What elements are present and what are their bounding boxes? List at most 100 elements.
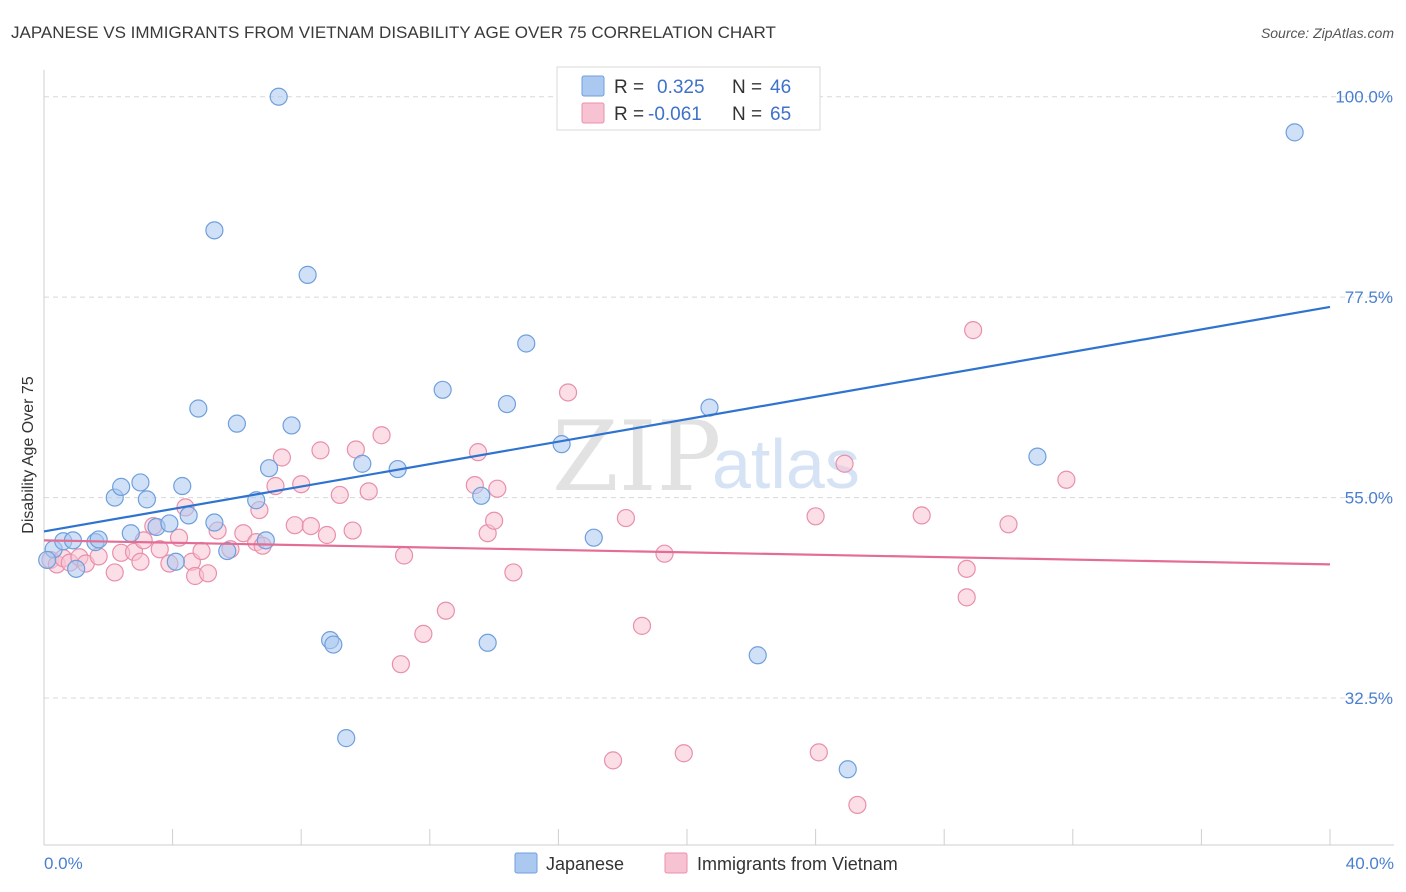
legend-n-label-japanese: N = <box>732 77 762 98</box>
point-japanese-29 <box>353 454 372 473</box>
point-vietnam-60 <box>964 321 983 340</box>
point-vietnam-30 <box>292 475 311 494</box>
point-vietnam-59 <box>912 506 931 525</box>
trend-line-vietnam <box>43 539 1331 566</box>
legend-n-value-japanese: 46 <box>770 77 791 98</box>
point-japanese-34 <box>497 394 517 414</box>
point-vietnam-55 <box>806 507 825 526</box>
legend-swatch-japanese <box>581 75 605 97</box>
point-vietnam-62 <box>957 588 976 607</box>
point-japanese-35 <box>517 334 536 353</box>
point-vietnam-31 <box>301 516 320 536</box>
bottom-legend-swatch-japanese <box>514 852 538 874</box>
point-japanese-28 <box>337 729 356 748</box>
point-vietnam-48 <box>504 563 523 582</box>
bottom-legend-swatch-vietnam <box>664 852 688 874</box>
point-japanese-33 <box>478 633 497 652</box>
point-japanese-21 <box>256 531 275 550</box>
watermark: ZIP atlas <box>552 401 860 513</box>
watermark-zip: ZIP <box>552 401 721 513</box>
axes <box>43 70 1394 846</box>
point-japanese-22 <box>259 459 279 478</box>
point-japanese-18 <box>218 541 237 561</box>
legend-r-value-japanese: 0.325 <box>657 77 705 98</box>
y-tick-label-2: 77.5% <box>1345 288 1393 307</box>
point-japanese-12 <box>166 552 185 571</box>
point-vietnam-37 <box>359 482 378 501</box>
chart-title: JAPANESE VS IMMIGRANTS FROM VIETNAM DISA… <box>11 23 776 42</box>
x-tick-label-min: 0.0% <box>44 854 83 873</box>
trend-line-japanese <box>43 305 1331 533</box>
point-vietnam-49 <box>558 383 578 402</box>
point-japanese-36 <box>552 435 571 454</box>
point-vietnam-58 <box>848 795 867 815</box>
y-tick-label-3: 100.0% <box>1335 88 1393 107</box>
point-vietnam-32 <box>311 441 330 460</box>
bottom-legend-label-vietnam: Immigrants from Vietnam <box>697 854 898 874</box>
y-tick-label-1: 55.0% <box>1345 489 1393 508</box>
point-vietnam-51 <box>616 508 636 528</box>
point-japanese-19 <box>227 414 246 433</box>
point-japanese-25 <box>298 265 317 284</box>
point-vietnam-63 <box>999 515 1018 534</box>
bottom-legend: Japanese Immigrants from Vietnam <box>514 852 898 874</box>
point-vietnam-7 <box>105 563 124 582</box>
point-japanese-24 <box>282 416 301 435</box>
legend-n-value-vietnam: 65 <box>770 104 791 125</box>
legend-r-label-japanese: R = <box>614 77 644 98</box>
series-japanese-points <box>38 87 1304 779</box>
point-vietnam-46 <box>485 511 504 530</box>
point-japanese-27 <box>324 635 343 654</box>
point-vietnam-50 <box>603 751 623 770</box>
bottom-legend-label-japanese: Japanese <box>546 854 624 874</box>
point-japanese-44 <box>67 559 86 578</box>
point-vietnam-54 <box>674 744 693 763</box>
point-japanese-31 <box>433 380 452 399</box>
watermark-atlas: atlas <box>712 425 860 503</box>
point-vietnam-13 <box>150 540 169 559</box>
point-japanese-17 <box>205 513 224 532</box>
y-axis-label: Disability Age Over 75 <box>20 376 37 534</box>
point-vietnam-28 <box>272 448 292 467</box>
point-vietnam-56 <box>809 743 828 762</box>
legend-swatch-vietnam <box>581 102 605 124</box>
legend-r-value-vietnam: -0.061 <box>648 104 702 125</box>
point-japanese-41 <box>1028 447 1047 466</box>
point-vietnam-40 <box>394 546 414 565</box>
y-tick-labels: 32.5% 55.0% 77.5% 100.0% <box>1335 88 1393 708</box>
point-vietnam-35 <box>343 521 362 540</box>
legend-n-label-vietnam: N = <box>732 104 762 125</box>
point-japanese-37 <box>584 528 603 547</box>
point-japanese-40 <box>838 760 857 779</box>
point-japanese-14 <box>179 506 198 525</box>
gridlines <box>44 96 1394 699</box>
point-japanese-13 <box>173 476 192 496</box>
point-vietnam-53 <box>655 544 674 563</box>
point-vietnam-42 <box>436 601 455 620</box>
point-japanese-6 <box>112 477 131 496</box>
point-japanese-23 <box>269 87 288 106</box>
point-vietnam-61 <box>957 559 976 578</box>
point-japanese-45 <box>38 550 57 570</box>
point-japanese-39 <box>748 646 767 665</box>
point-vietnam-23 <box>234 524 253 543</box>
point-vietnam-41 <box>414 624 433 643</box>
point-vietnam-10 <box>131 552 150 571</box>
point-vietnam-19 <box>192 541 211 561</box>
legend-box: R = 0.325 N = 46 R = -0.061 N = 65 <box>556 66 821 131</box>
point-japanese-42 <box>1285 123 1304 142</box>
point-japanese-9 <box>137 490 156 509</box>
point-vietnam-34 <box>330 485 349 505</box>
point-vietnam-64 <box>1057 470 1076 489</box>
trend-lines <box>43 305 1331 566</box>
point-japanese-11 <box>160 514 179 533</box>
legend-r-label-vietnam: R = <box>614 104 644 125</box>
point-japanese-4 <box>89 530 108 549</box>
point-japanese-32 <box>472 486 491 505</box>
point-vietnam-57 <box>835 454 854 473</box>
point-japanese-8 <box>131 473 150 492</box>
point-japanese-15 <box>189 399 208 418</box>
chart-source: Source: ZipAtlas.com <box>1261 25 1394 41</box>
point-vietnam-20 <box>198 564 218 583</box>
